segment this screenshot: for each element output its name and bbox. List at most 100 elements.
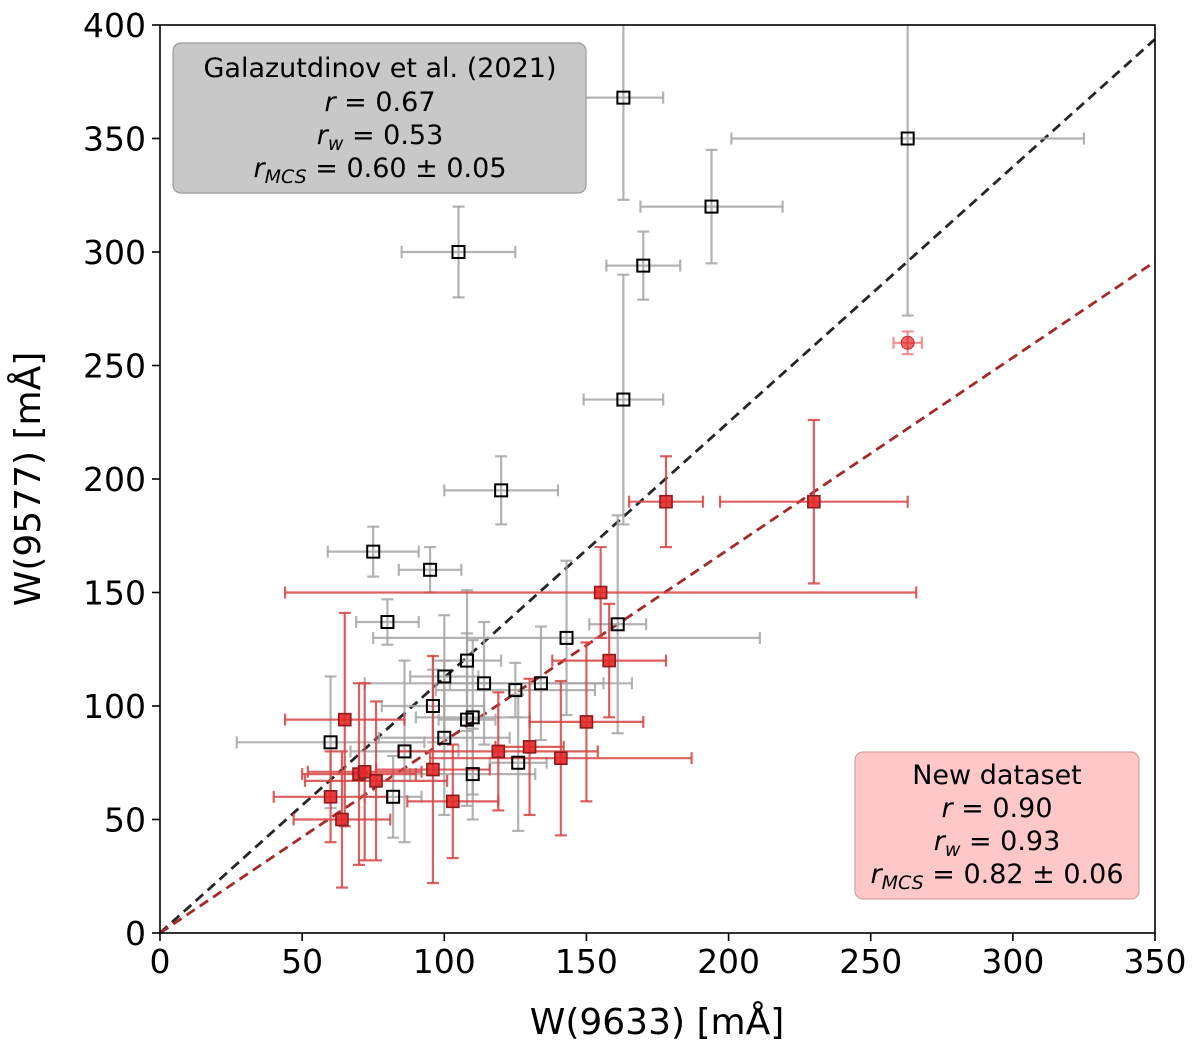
annotation-new-dataset-r-symbol: r: [941, 793, 954, 824]
x-axis-ticks: 0 50 100 150 200 250 300 350: [150, 933, 1187, 981]
annotation-new-dataset-rmcs-sub: MCS: [882, 872, 924, 894]
data-point-0-9: [380, 615, 395, 630]
data-point-0-4: [636, 258, 651, 273]
annotation-galazutdinov-rw-value: = 0.53: [343, 120, 443, 151]
x-tick-label: 250: [839, 942, 902, 981]
data-point-2-0: [900, 335, 915, 350]
y-tick-label: 350: [83, 120, 146, 159]
annotation-new-dataset-rmcs: rMCS = 0.82 ± 0.06: [871, 859, 1124, 894]
data-point-1-8: [554, 751, 568, 766]
y-tick-label: 50: [104, 801, 146, 840]
error-bar-0-5: [582, 273, 665, 526]
annotation-galazutdinov-title: Galazutdinov et al. (2021): [204, 53, 557, 84]
y-tick-label: 250: [83, 347, 146, 386]
x-tick-label: 0: [150, 942, 171, 981]
data-point-1-0: [659, 494, 673, 509]
data-point-0-3: [451, 245, 466, 259]
annotation-galazutdinov-r-value: = 0.67: [336, 87, 436, 118]
x-tick-label: 150: [555, 942, 618, 981]
annotation-new-dataset-rw-symbol: r: [934, 826, 947, 857]
data-point-1-5: [579, 715, 594, 729]
error-bar-0-11: [372, 559, 761, 717]
error-bar-0-10: [588, 514, 648, 735]
error-bar-0-0: [582, 25, 665, 201]
x-tick-label: 50: [281, 942, 323, 981]
annotation-galazutdinov-rmcs-value: = 0.60 ± 0.05: [307, 153, 507, 184]
data-point-1-14: [446, 794, 460, 809]
error-bar-0-8: [397, 545, 463, 594]
data-point-0-10: [610, 617, 625, 632]
annotation-new-dataset-r-value: = 0.90: [953, 793, 1053, 824]
annotation-new-dataset-rw-value: = 0.93: [960, 826, 1060, 857]
y-tick-label: 300: [83, 233, 146, 272]
annotation-galazutdinov-rw: rw = 0.53: [317, 120, 444, 155]
y-axis-ticks: 0 50 100 150 200 250 300 350 400: [83, 6, 160, 953]
fit-line-new-dataset: [159, 260, 1156, 935]
data-point-0-14: [477, 676, 492, 691]
error-bar-0-2: [639, 148, 784, 265]
error-bar-0-3: [400, 205, 517, 299]
data-point-1-6: [522, 740, 537, 754]
error-bars-galazutdinov: [235, 25, 1086, 844]
data-point-0-1: [900, 131, 915, 146]
annotation-new-dataset: New dataset r = 0.90 rw = 0.93 rMCS = 0.…: [854, 751, 1140, 900]
markers-new-dataset: [323, 335, 915, 827]
annotation-new-dataset-r: r = 0.90: [941, 793, 1052, 824]
annotation-galazutdinov-rw-sub: w: [328, 133, 344, 155]
y-tick-label: 150: [83, 574, 146, 613]
data-point-0-0: [616, 90, 631, 105]
error-bar-0-21: [377, 659, 511, 817]
error-bar-0-4: [605, 230, 682, 301]
data-point-0-6: [494, 483, 509, 498]
data-point-1-4: [337, 712, 352, 727]
fit-lines: [159, 38, 1156, 935]
data-point-1-15: [335, 812, 349, 827]
error-bar-0-1: [730, 25, 1086, 317]
annotation-new-dataset-rw-sub: w: [945, 839, 961, 861]
y-axis-label: W(9577) [mÅ]: [6, 352, 49, 607]
annotation-galazutdinov-rmcs-sub: MCS: [265, 166, 307, 188]
data-point-1-12: [369, 774, 383, 788]
error-bars-new-dataset: [272, 330, 923, 889]
data-point-0-15: [533, 676, 548, 691]
annotation-galazutdinov-rw-symbol: r: [317, 120, 330, 151]
data-point-0-25: [386, 789, 401, 804]
data-point-0-12: [460, 653, 475, 668]
annotation-galazutdinov: Galazutdinov et al. (2021) r = 0.67 rw =…: [172, 42, 587, 194]
data-point-0-17: [425, 699, 440, 713]
data-point-1-1: [807, 494, 821, 509]
annotation-galazutdinov-r-symbol: r: [324, 87, 337, 118]
error-bar-0-16: [434, 661, 597, 719]
markers-galazutdinov: [323, 90, 915, 804]
data-point-0-20: [323, 735, 338, 750]
y-tick-label: 100: [83, 687, 146, 726]
annotation-galazutdinov-box: [172, 42, 587, 194]
data-point-0-23: [511, 755, 526, 770]
x-tick-label: 200: [697, 942, 760, 981]
data-point-0-8: [423, 562, 438, 577]
annotation-galazutdinov-rmcs-symbol: r: [254, 153, 267, 184]
x-tick-label: 350: [1124, 942, 1187, 981]
annotation-new-dataset-rw: rw = 0.93: [934, 826, 1061, 861]
annotation-new-dataset-title: New dataset: [912, 760, 1082, 791]
data-point-0-11: [559, 630, 574, 645]
x-tick-label: 300: [981, 942, 1044, 981]
annotation-new-dataset-rmcs-value: = 0.82 ± 0.06: [924, 859, 1124, 890]
data-point-1-2: [593, 585, 608, 600]
data-point-0-24: [465, 767, 480, 782]
y-tick-label: 400: [83, 6, 146, 45]
data-point-0-16: [508, 683, 523, 698]
data-point-1-7: [491, 744, 506, 759]
data-point-1-3: [602, 653, 616, 668]
data-point-0-19: [465, 710, 480, 725]
data-point-0-13: [437, 669, 452, 684]
data-point-0-7: [366, 544, 381, 559]
data-point-1-13: [323, 789, 338, 804]
data-point-1-9: [426, 762, 440, 777]
data-point-0-2: [704, 199, 719, 214]
annotation-galazutdinov-rmcs: rMCS = 0.60 ± 0.05: [254, 153, 507, 188]
data-point-0-5: [616, 392, 631, 407]
data-point-0-22: [397, 744, 412, 759]
x-axis-label: W(9633) [mÅ]: [530, 1000, 785, 1043]
